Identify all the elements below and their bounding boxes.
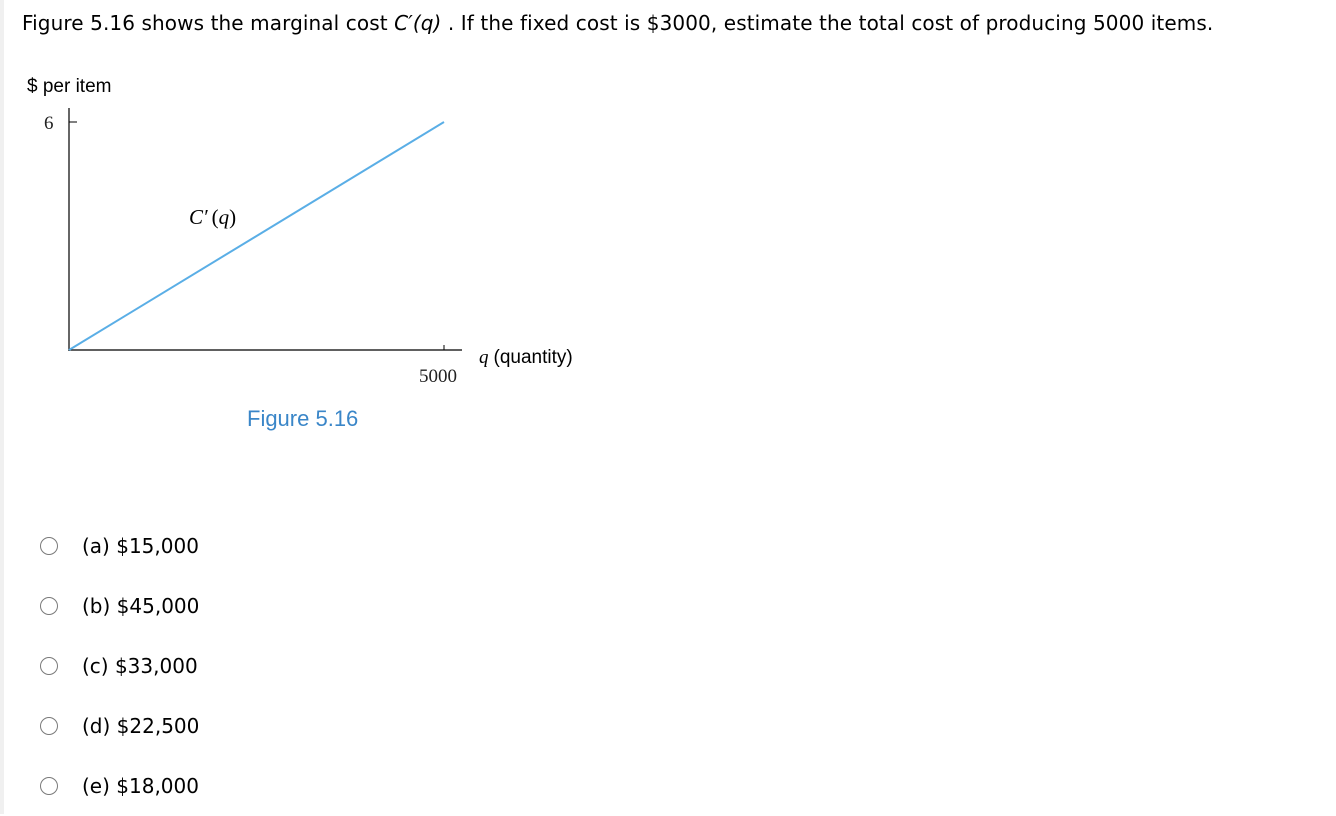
x-axis-label-var: q	[479, 347, 489, 368]
option-e-radio[interactable]	[40, 777, 58, 795]
option-b-label[interactable]: (b) $45,000	[82, 594, 200, 618]
x-axis-label: q (quantity)	[479, 347, 573, 368]
marginal-cost-chart: $ per item 6 5000 q (quantity) C′ (q) Figu…	[27, 76, 573, 431]
x-tick-label: 5000	[419, 366, 457, 387]
option-a-label[interactable]: (a) $15,000	[82, 534, 199, 558]
question-text: Figure 5.16 shows the marginal cost C′(q…	[22, 11, 1213, 35]
curve-label-open: (	[212, 205, 219, 229]
option-c[interactable]: (c) $33,000	[40, 636, 199, 696]
x-axis-label-text: (quantity)	[494, 347, 573, 368]
option-d[interactable]: (d) $22,500	[40, 696, 199, 756]
option-c-label[interactable]: (c) $33,000	[82, 654, 198, 678]
option-d-label[interactable]: (d) $22,500	[82, 714, 200, 738]
curve-label-close: )	[229, 205, 236, 229]
answer-options: (a) $15,000 (b) $45,000 (c) $33,000 (d) …	[40, 516, 199, 816]
option-b-radio[interactable]	[40, 597, 58, 615]
option-a[interactable]: (a) $15,000	[40, 516, 199, 576]
left-border	[0, 0, 4, 814]
y-axis-label: $ per item	[27, 76, 111, 97]
question-function-var: q	[420, 11, 434, 35]
curve-label: C′ (q)	[189, 205, 236, 229]
curve-label-name: C′	[189, 205, 208, 229]
option-b[interactable]: (b) $45,000	[40, 576, 199, 636]
option-e-label[interactable]: (e) $18,000	[82, 774, 199, 798]
question-function-name: C′(	[394, 11, 421, 35]
option-c-radio[interactable]	[40, 657, 58, 675]
marginal-cost-line	[68, 121, 445, 351]
figure-caption: Figure 5.16	[247, 406, 358, 431]
option-a-radio[interactable]	[40, 537, 58, 555]
question-function-close: )	[433, 11, 442, 35]
question-text-after: . If the fixed cost is $3000, estimate t…	[441, 11, 1214, 35]
option-e[interactable]: (e) $18,000	[40, 756, 199, 816]
figure-5-16: $ per item 6 5000 q (quantity) C′ (q) Figu…	[0, 60, 620, 460]
y-tick-label: 6	[44, 113, 54, 134]
option-d-radio[interactable]	[40, 717, 58, 735]
question-text-before: Figure 5.16 shows the marginal cost	[22, 11, 395, 35]
curve-label-var: q	[219, 205, 230, 229]
